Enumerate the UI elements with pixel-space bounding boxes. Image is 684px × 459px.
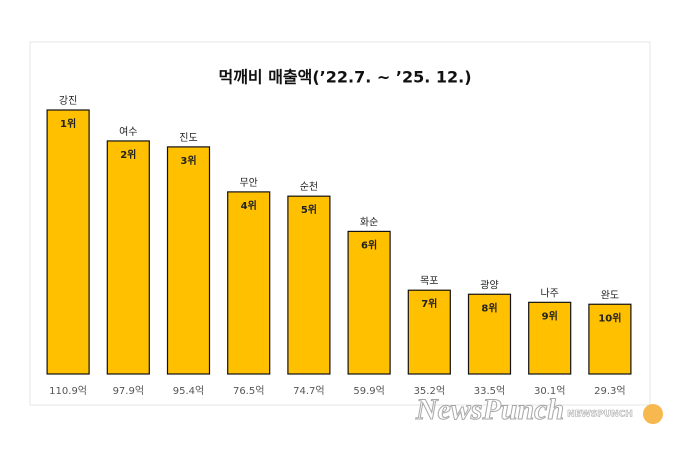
bar xyxy=(166,146,211,375)
rank-label: 5위 xyxy=(301,203,317,216)
value-label: 74.7억 xyxy=(293,385,324,397)
value-label: 33.5억 xyxy=(474,385,505,397)
category-label: 여수 xyxy=(119,126,137,138)
bar xyxy=(528,301,572,375)
bar xyxy=(467,293,512,375)
value-label: 29.3억 xyxy=(594,385,625,397)
category-label: 화순 xyxy=(360,216,378,228)
bar xyxy=(588,303,632,375)
rank-label: 7위 xyxy=(421,297,437,310)
rank-label: 4위 xyxy=(241,199,257,212)
rank-label: 1위 xyxy=(60,117,76,130)
rank-label: 3위 xyxy=(180,154,196,167)
watermark: NewsPunch xyxy=(415,393,564,426)
category-label: 완도 xyxy=(601,289,619,301)
bar xyxy=(46,109,90,375)
category-label: 순천 xyxy=(300,181,318,193)
rank-label: 10위 xyxy=(598,311,621,324)
rank-label: 9위 xyxy=(542,309,558,322)
value-label: 59.9억 xyxy=(353,385,384,397)
value-label: 97.9억 xyxy=(113,385,144,397)
category-label: 강진 xyxy=(59,95,77,107)
rank-label: 8위 xyxy=(481,301,497,314)
category-label: 광양 xyxy=(480,279,498,291)
value-label: 95.4억 xyxy=(173,385,204,397)
chart-title: 먹깨비 매출액(’22.7. ~ ’25. 12.) xyxy=(218,68,471,87)
watermark-small: NEWSPUNCH xyxy=(567,410,633,420)
category-label: 진도 xyxy=(179,132,197,144)
category-label: 목포 xyxy=(420,275,438,287)
bar xyxy=(347,230,391,375)
bar xyxy=(407,289,451,375)
bar xyxy=(287,195,331,375)
category-label: 무안 xyxy=(239,177,257,189)
category-label: 나주 xyxy=(540,287,558,299)
value-label: 35.2억 xyxy=(414,385,445,397)
value-label: 76.5억 xyxy=(233,385,264,397)
value-label: 110.9억 xyxy=(49,385,87,397)
rank-label: 2위 xyxy=(120,148,136,161)
watermark-logo xyxy=(643,404,663,424)
bar xyxy=(227,191,271,375)
bar xyxy=(106,140,150,375)
rank-label: 6위 xyxy=(361,238,377,251)
value-label: 30.1억 xyxy=(534,385,565,397)
